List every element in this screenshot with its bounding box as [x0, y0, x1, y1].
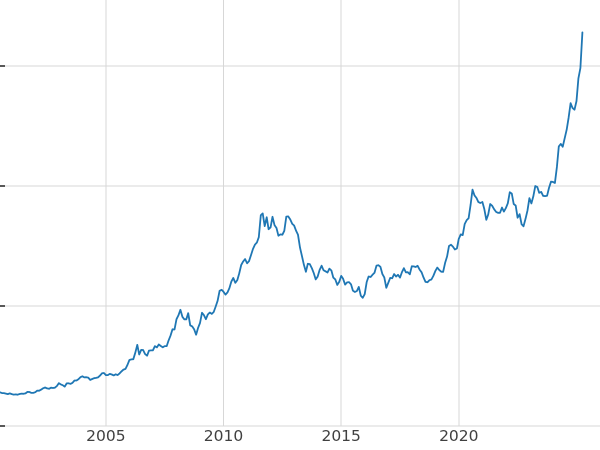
- x-tick-label-2015: 2015: [321, 427, 361, 445]
- price-series-line: [0, 31, 584, 396]
- x-tick-label-2005: 2005: [86, 427, 126, 445]
- x-tick-label-2010: 2010: [203, 427, 244, 445]
- x-tick-label-2020: 2020: [439, 427, 479, 445]
